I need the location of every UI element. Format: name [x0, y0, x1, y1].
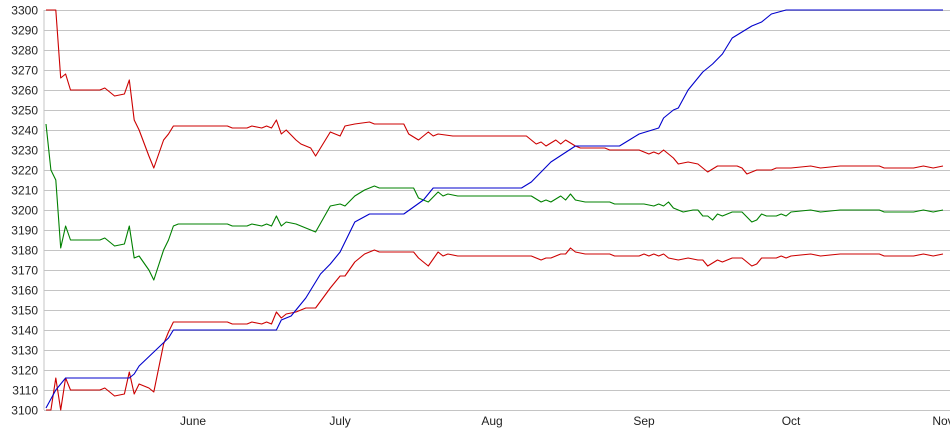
y-tick-label: 3300: [11, 4, 38, 18]
y-tick-label: 3290: [11, 24, 38, 38]
y-tick-label: 3130: [11, 344, 38, 358]
y-tick-label: 3240: [11, 124, 38, 138]
gridlines: [44, 10, 950, 411]
x-tick-label: Sep: [633, 414, 655, 428]
y-tick-label: 3110: [12, 384, 38, 398]
y-tick-label: 3260: [11, 84, 38, 98]
x-tick-label: June: [180, 414, 206, 428]
series-lines: [45, 9, 944, 411]
y-tick-label: 3280: [11, 44, 38, 58]
y-tick-label: 3270: [11, 64, 38, 78]
y-tick-label: 3180: [11, 244, 38, 258]
series-line-3: [46, 247, 944, 411]
y-tick-label: 3170: [11, 264, 38, 278]
y-tick-label: 3210: [11, 184, 38, 198]
y-tick-label: 3120: [11, 364, 38, 378]
series-line-4: [45, 9, 943, 409]
y-tick-label: 3230: [11, 144, 38, 158]
y-tick-label: 3150: [11, 304, 38, 318]
y-tick-label: 3250: [11, 104, 38, 118]
y-tick-label: 3160: [11, 284, 38, 298]
x-axis-ticks: June July Aug Sep Oct Nov: [180, 414, 950, 428]
y-tick-label: 3190: [11, 224, 38, 238]
series-line-2: [45, 123, 944, 281]
series-line-1: [46, 9, 944, 175]
y-tick-label: 3140: [11, 324, 38, 338]
x-tick-label: Oct: [782, 414, 801, 428]
y-tick-label: 3220: [11, 164, 38, 178]
y-tick-label: 3100: [11, 404, 38, 418]
x-tick-label: July: [329, 414, 350, 428]
y-tick-label: 3200: [11, 204, 38, 218]
x-tick-label: Nov: [932, 414, 950, 428]
y-axis-ticks: 3100 3110 3120 3130 3140 3150 3160 3170 3180 3190…: [11, 4, 38, 418]
x-tick-label: Aug: [481, 414, 502, 428]
